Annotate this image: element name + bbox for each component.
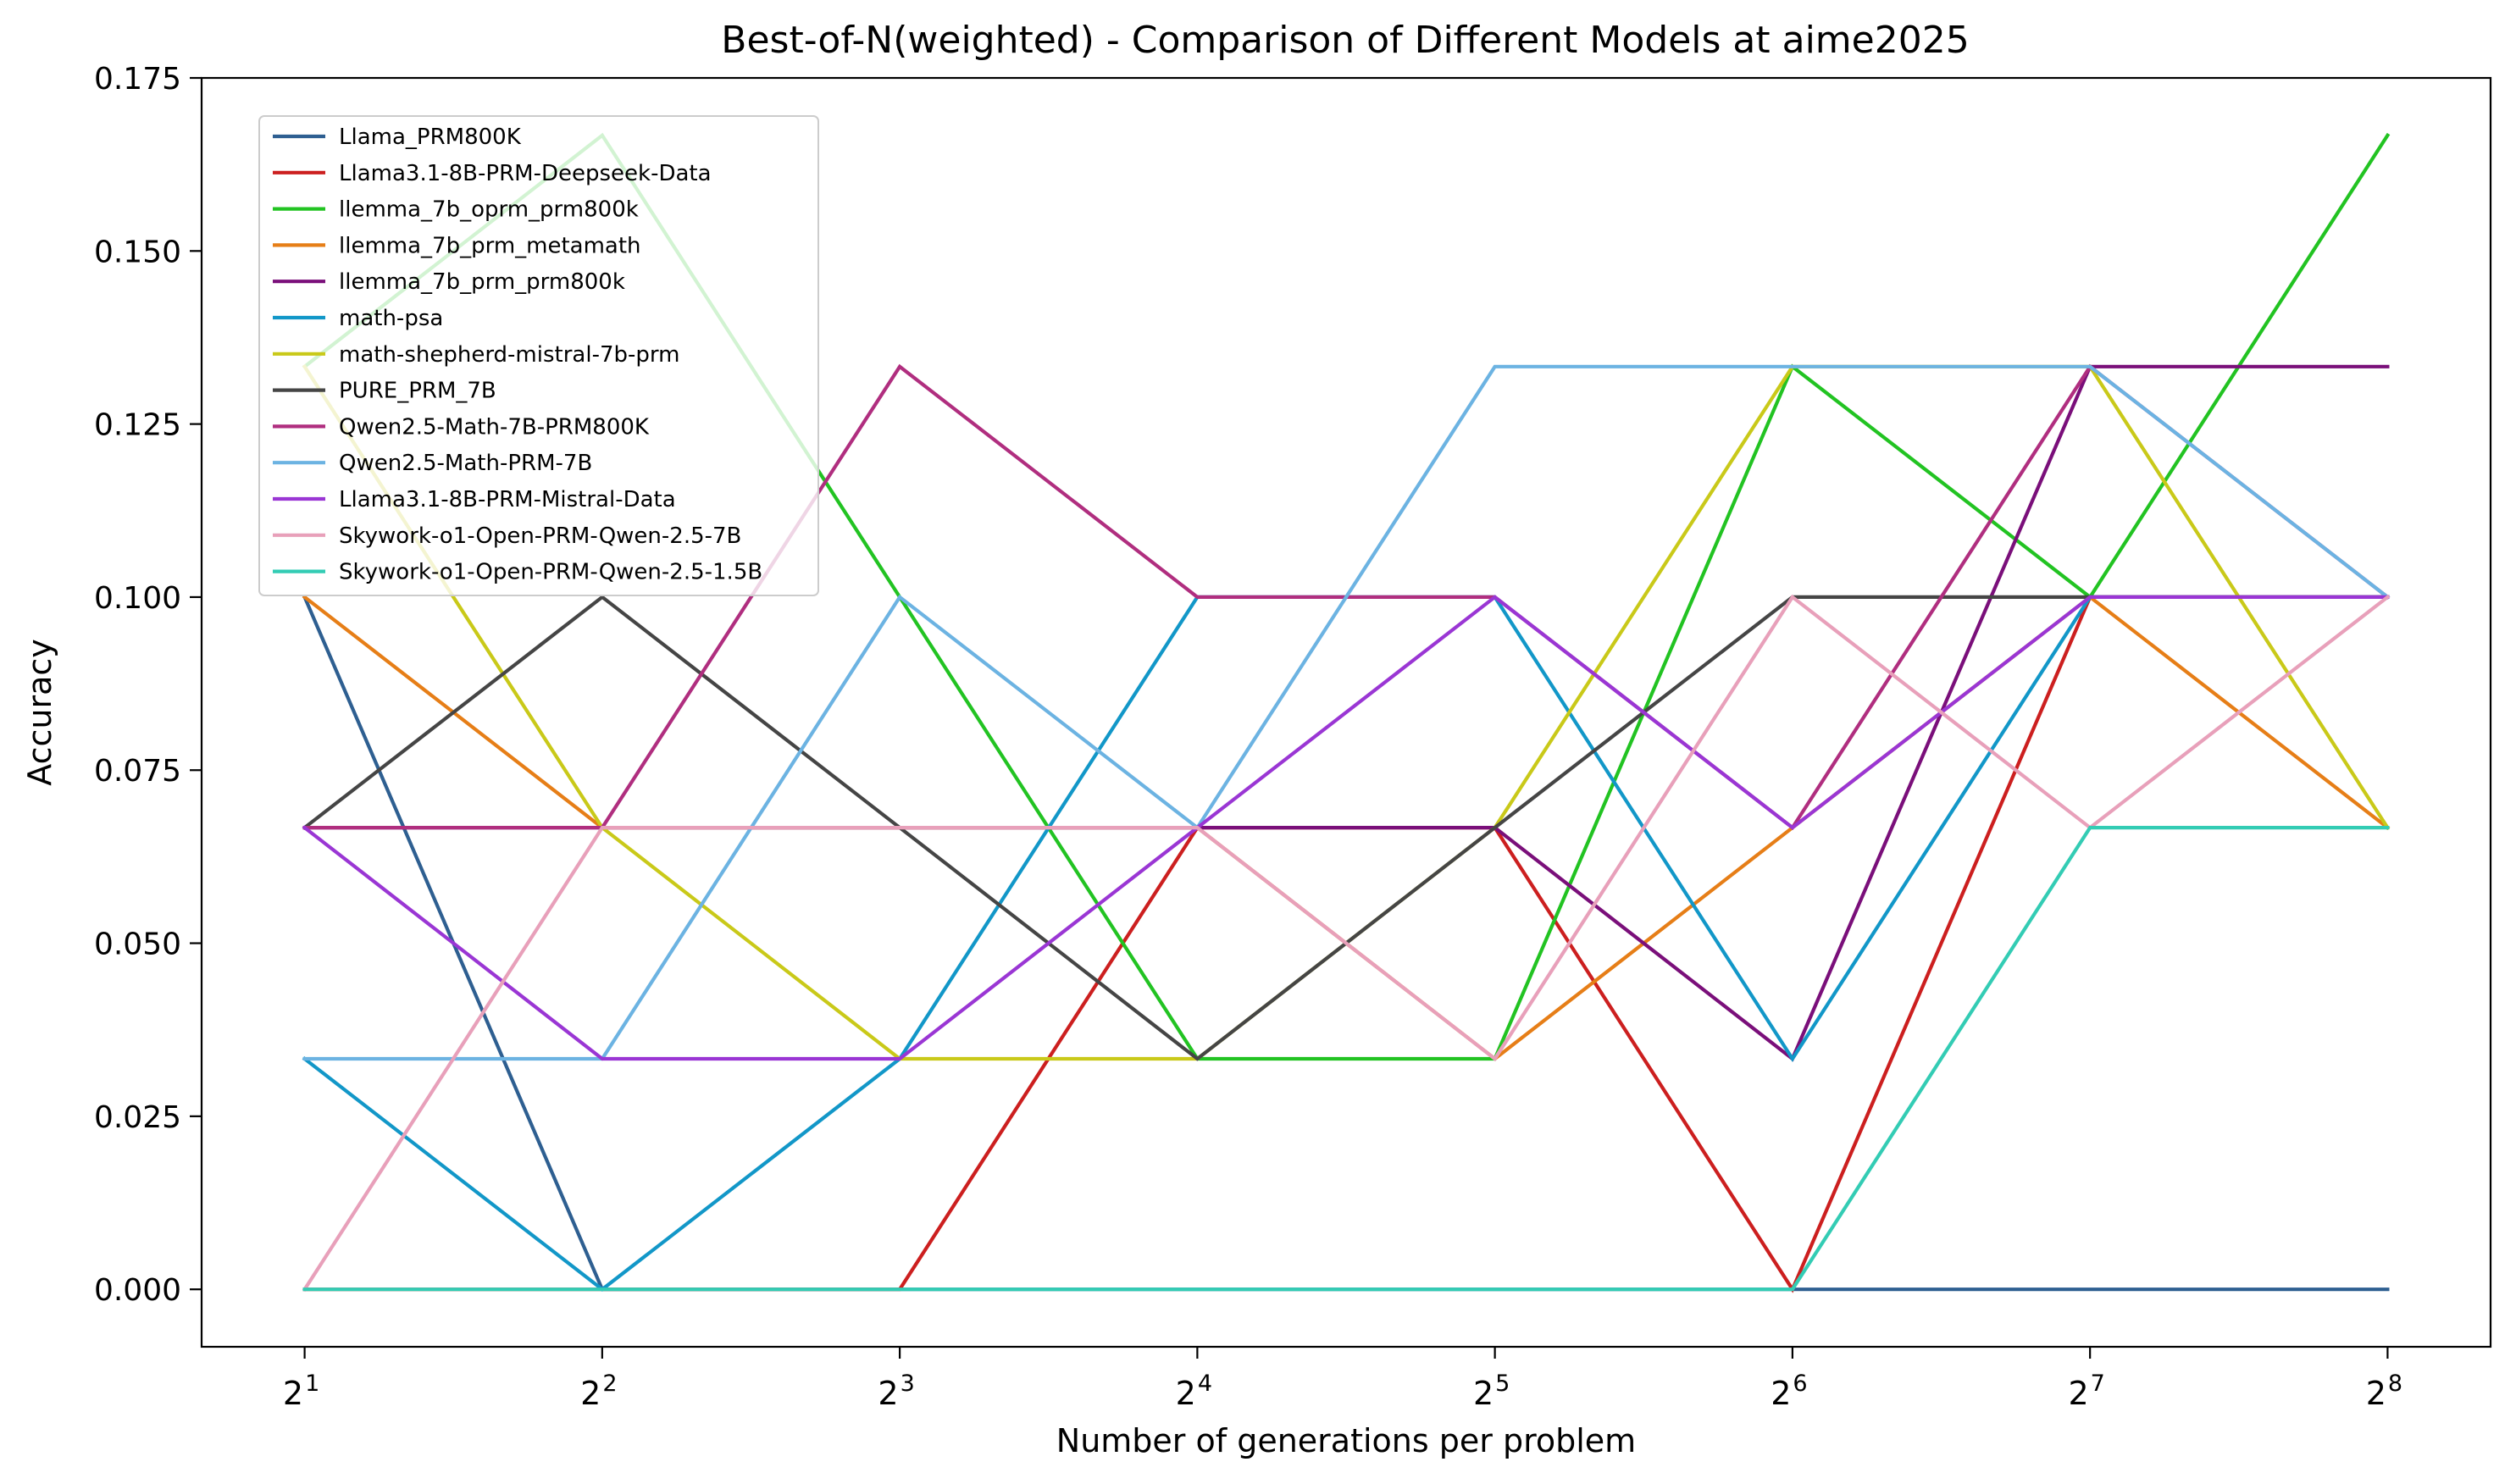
x-tick-base: 2: [580, 1375, 601, 1412]
x-tick-exponent: 5: [1495, 1370, 1510, 1397]
legend-label: Llama3.1-8B-PRM-Deepseek-Data: [339, 161, 712, 186]
legend-label: Skywork-o1-Open-PRM-Qwen-2.5-1.5B: [339, 560, 762, 585]
legend-label: math-psa: [339, 306, 443, 331]
y-tick-label: 0.025: [94, 1100, 181, 1135]
x-tick-label: 28: [2366, 1370, 2402, 1412]
legend-label: llemma_7b_prm_prm800k: [339, 269, 625, 295]
y-tick-label: 0.150: [94, 235, 181, 269]
x-tick-exponent: 8: [2388, 1370, 2402, 1397]
x-tick-exponent: 2: [602, 1370, 617, 1397]
x-tick-label: 23: [878, 1370, 914, 1412]
chart-title: Best-of-N(weighted) - Comparison of Diff…: [721, 19, 1969, 62]
x-tick-base: 2: [1473, 1375, 1494, 1412]
x-tick-base: 2: [2068, 1375, 2088, 1412]
y-axis-label: Accuracy: [21, 639, 58, 786]
y-tick-label: 0.000: [94, 1273, 181, 1308]
plot-area-frame: [200, 76, 2492, 1348]
x-axis-label: Number of generations per problem: [1056, 1422, 1636, 1459]
legend-label: Llama3.1-8B-PRM-Mistral-Data: [339, 487, 676, 512]
series-line: [302, 364, 2391, 1061]
x-tick-base: 2: [283, 1375, 303, 1412]
x-tick-label: 24: [1176, 1370, 1212, 1412]
series-line: [302, 595, 2390, 1061]
series-line: [302, 594, 2391, 1293]
legend-label: PURE_PRM_7B: [339, 379, 496, 404]
x-tick-base: 2: [1771, 1375, 1791, 1412]
x-tick-base: 2: [878, 1375, 898, 1412]
x-tick-exponent: 3: [901, 1370, 915, 1397]
legend-label: Skywork-o1-Open-PRM-Qwen-2.5-7B: [339, 523, 741, 549]
legend-label: Qwen2.5-Math-PRM-7B: [339, 451, 592, 476]
legend-frame: [258, 115, 819, 596]
series-line: [302, 825, 2390, 1292]
x-tick-label: 21: [283, 1370, 319, 1412]
legend-label: Qwen2.5-Math-7B-PRM800K: [339, 414, 650, 440]
y-tick-label: 0.100: [94, 581, 181, 616]
y-tick-label: 0.050: [94, 928, 181, 962]
x-tick-label: 27: [2068, 1370, 2104, 1412]
x-tick-label: 25: [1473, 1370, 1510, 1412]
x-tick-label: 22: [580, 1370, 617, 1412]
y-tick-label: 0.125: [94, 408, 181, 443]
x-tick-base: 2: [2366, 1375, 2386, 1412]
y-tick-label: 0.175: [94, 62, 181, 97]
legend: Llama_PRM800K Llama3.1-8B-PRM-Deepseek-Da…: [258, 115, 819, 596]
x-tick-exponent: 6: [1793, 1370, 1807, 1397]
legend-label: math-shepherd-mistral-7b-prm: [339, 342, 679, 368]
x-tick-exponent: 1: [305, 1370, 319, 1397]
x-axis: 21 22 23 24 25 26 27 28: [283, 1347, 2402, 1412]
y-tick-label: 0.075: [94, 754, 181, 789]
legend-label: Llama_PRM800K: [339, 125, 522, 150]
x-tick-exponent: 7: [2091, 1370, 2105, 1397]
x-tick-base: 2: [1176, 1375, 1196, 1412]
legend-label: llemma_7b_prm_metamath: [339, 233, 641, 258]
x-tick-exponent: 4: [1198, 1370, 1212, 1397]
x-tick-label: 26: [1771, 1370, 1807, 1412]
legend-label: llemma_7b_oprm_prm800k: [339, 197, 639, 223]
y-axis: 0.000 0.025 0.050 0.075 0.100 0.125 0.150 0.175: [94, 62, 202, 1308]
